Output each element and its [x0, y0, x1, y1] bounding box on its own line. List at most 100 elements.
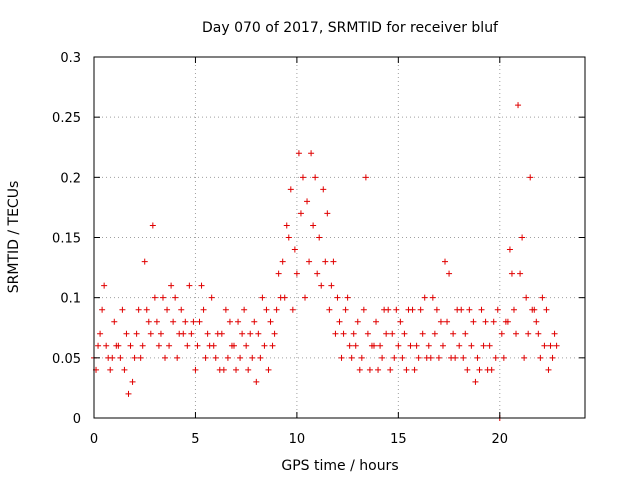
data-point: [354, 318, 361, 325]
data-point: [431, 330, 438, 337]
data-point: [306, 258, 313, 265]
data-point: [381, 306, 388, 313]
data-point: [523, 294, 530, 301]
data-point: [127, 342, 134, 349]
data-point: [405, 306, 412, 313]
data-point: [439, 342, 446, 349]
data-point: [506, 246, 513, 253]
data-point: [403, 366, 410, 373]
data-point: [131, 354, 138, 361]
data-point: [478, 306, 485, 313]
data-point: [289, 306, 296, 313]
data-point: [425, 342, 432, 349]
data-point: [474, 354, 481, 361]
data-point: [297, 210, 304, 217]
data-point: [362, 174, 369, 181]
data-point: [543, 306, 550, 313]
data-point: [257, 354, 264, 361]
data-point: [415, 354, 422, 361]
data-point: [196, 318, 203, 325]
data-point: [192, 366, 199, 373]
data-point: [233, 366, 240, 373]
data-point: [527, 174, 534, 181]
data-point: [547, 342, 554, 349]
data-point: [99, 306, 106, 313]
data-point: [450, 330, 457, 337]
data-point: [304, 198, 311, 205]
data-point: [539, 294, 546, 301]
data-point: [153, 318, 160, 325]
data-point: [423, 354, 430, 361]
data-point: [202, 354, 209, 361]
x-tick-label: 0: [90, 432, 98, 447]
data-point: [364, 330, 371, 337]
data-point: [342, 306, 349, 313]
data-point: [241, 306, 248, 313]
chart-title: Day 070 of 2017, SRMTID for receiver blu…: [202, 20, 499, 36]
data-point: [545, 366, 552, 373]
data-point: [129, 378, 136, 385]
data-point: [251, 318, 258, 325]
data-point: [147, 330, 154, 337]
data-point: [454, 306, 461, 313]
data-point: [155, 342, 162, 349]
data-point: [521, 354, 528, 361]
data-point: [492, 354, 499, 361]
data-point: [444, 318, 451, 325]
data-point: [184, 342, 191, 349]
data-point: [442, 258, 449, 265]
data-point: [460, 354, 467, 361]
data-point: [119, 306, 126, 313]
data-point: [486, 342, 493, 349]
data-point: [139, 342, 146, 349]
y-tick-label: 0.1: [60, 292, 81, 307]
data-point: [500, 354, 507, 361]
data-point: [429, 294, 436, 301]
y-tick-label: 0: [73, 412, 81, 427]
data-point: [537, 354, 544, 361]
data-point: [437, 318, 444, 325]
data-point: [277, 294, 284, 301]
data-point: [194, 342, 201, 349]
data-point: [494, 306, 501, 313]
data-point: [145, 318, 152, 325]
data-point: [186, 282, 193, 289]
data-point: [338, 354, 345, 361]
data-point: [302, 294, 309, 301]
data-point: [247, 330, 254, 337]
data-point: [168, 282, 175, 289]
plot-frame: [93, 56, 586, 419]
data-point: [265, 366, 272, 373]
data-point: [295, 150, 302, 157]
x-tick-label: 5: [191, 432, 199, 447]
data-point: [419, 330, 426, 337]
grid-lines: [94, 57, 585, 418]
data-point: [456, 342, 463, 349]
data-point: [107, 366, 114, 373]
data-point: [101, 282, 108, 289]
data-points: [91, 102, 560, 421]
data-point: [208, 294, 215, 301]
data-point: [324, 210, 331, 217]
data-point: [383, 330, 390, 337]
data-point: [121, 366, 128, 373]
data-point: [368, 342, 375, 349]
data-point: [164, 306, 171, 313]
data-point: [340, 330, 347, 337]
data-point: [178, 306, 185, 313]
data-point: [482, 318, 489, 325]
data-point: [413, 342, 420, 349]
data-point: [407, 342, 414, 349]
data-point: [245, 366, 252, 373]
data-point: [275, 270, 282, 277]
data-point: [151, 294, 158, 301]
data-point: [320, 186, 327, 193]
data-point: [373, 318, 380, 325]
data-point: [480, 342, 487, 349]
data-point: [356, 366, 363, 373]
data-point: [399, 354, 406, 361]
data-point: [328, 282, 335, 289]
data-point: [533, 318, 540, 325]
data-point: [141, 258, 148, 265]
